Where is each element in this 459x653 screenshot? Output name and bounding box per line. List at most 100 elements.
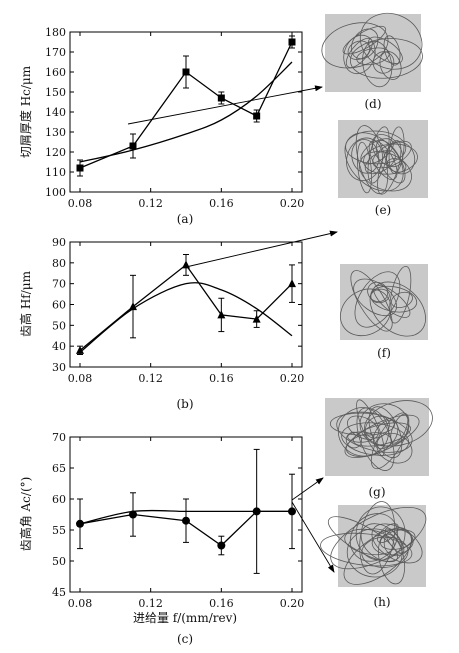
- data-point: [182, 260, 190, 269]
- data-point: [252, 314, 261, 323]
- chip-loop: [384, 527, 405, 554]
- y-tick-label: 150: [45, 86, 66, 99]
- chip-loop: [383, 35, 401, 66]
- panel-b-y-ticks: 30 40 50 60 70 80 90: [52, 236, 302, 374]
- chip-loop: [359, 12, 423, 70]
- chip-loop: [329, 412, 395, 436]
- chip-loop: [385, 141, 416, 175]
- x-tick-label: 0.08: [68, 597, 93, 610]
- panel-c-x-label: 进给量 f/(mm/rev): [133, 611, 237, 625]
- x-tick-label: 0.16: [209, 372, 234, 385]
- chip-loop: [388, 126, 405, 174]
- panel-a-y-label: 切屑厚度 Hc/μm: [18, 65, 33, 158]
- y-tick-label: 180: [45, 26, 66, 39]
- panel-a-chart: 100 110 120 130 140 150 160 170 180 0.08 0.12 0.16…: [18, 26, 304, 226]
- chip-loop: [360, 138, 394, 165]
- y-tick-label: 50: [52, 319, 66, 332]
- y-tick-label: 90: [52, 236, 66, 249]
- chip-loop: [344, 414, 420, 458]
- panel-a-x-ticks: 0.08 0.12 0.16 0.20: [68, 32, 305, 210]
- photo-g: (g): [325, 398, 433, 499]
- data-point: [217, 541, 226, 550]
- panel-b-x-ticks: 0.08 0.12 0.16 0.20: [68, 242, 305, 385]
- x-tick-label: 0.12: [138, 597, 163, 610]
- chip-loop: [368, 140, 398, 180]
- photo-e-label: (e): [375, 203, 391, 217]
- y-tick-label: 130: [45, 126, 66, 139]
- y-tick-label: 60: [52, 299, 66, 312]
- x-tick-label: 0.20: [280, 372, 305, 385]
- y-tick-label: 70: [52, 278, 66, 291]
- chip-loop: [359, 501, 396, 575]
- y-tick-label: 170: [45, 46, 66, 59]
- y-tick-label: 45: [52, 586, 66, 599]
- photo-d-chip-swirl: [321, 12, 423, 88]
- y-tick-label: 140: [45, 106, 66, 119]
- x-tick-label: 0.20: [280, 197, 305, 210]
- fit-curve: [79, 282, 293, 353]
- y-tick-label: 70: [52, 431, 66, 444]
- y-tick-label: 55: [52, 524, 66, 537]
- photo-h-label: (h): [373, 595, 390, 609]
- chip-loop: [353, 278, 397, 317]
- fit-curve: [79, 61, 293, 163]
- chip-loop: [379, 529, 416, 550]
- data-point: [182, 68, 190, 76]
- chip-loop: [370, 412, 410, 470]
- panel-a-marks: [76, 35, 296, 177]
- data-line: [79, 510, 292, 547]
- data-point: [76, 164, 84, 172]
- chip-loop: [391, 291, 413, 309]
- photo-f-chip-swirl: [340, 265, 426, 337]
- chip-loop: [376, 432, 413, 464]
- photo-d-label: (d): [364, 97, 381, 111]
- x-tick-label: 0.08: [68, 197, 93, 210]
- photo-f-label: (f): [377, 346, 391, 360]
- data-point: [217, 310, 226, 319]
- data-point: [182, 516, 190, 525]
- chip-loop: [320, 532, 413, 567]
- panel-c-chart: 45 50 55 60 65 70 0.08 0.12 0.16 0.20 齿高角 Ac/(°)…: [18, 431, 304, 646]
- x-tick-label: 0.08: [68, 372, 93, 385]
- photo-e-chip-swirl: [344, 125, 418, 195]
- arrow-to-photo-d: [127, 85, 323, 125]
- data-point: [288, 279, 296, 288]
- photo-h-chip-swirl: [320, 501, 427, 585]
- chip-loop: [371, 528, 414, 556]
- chip-loop: [373, 285, 411, 318]
- chip-loop: [346, 528, 403, 578]
- panel-b-chart: 30 40 50 60 70 80 90 0.08 0.12 0.16 0.20 齿高 Hf/μm…: [18, 236, 304, 411]
- panel-c-y-ticks: 45 50 55 60 65 70: [52, 431, 302, 599]
- chip-loop: [342, 25, 387, 55]
- data-point: [76, 345, 84, 354]
- photo-e: (e): [338, 120, 428, 217]
- panel-b-y-label: 齿高 Hf/μm: [18, 270, 33, 337]
- data-point: [129, 142, 137, 150]
- y-tick-label: 60: [52, 493, 66, 506]
- panel-c-marks: [76, 448, 296, 574]
- chip-loop: [370, 288, 390, 304]
- chip-loop: [356, 141, 372, 194]
- photo-g-label: (g): [368, 485, 385, 499]
- arrow-to-photo-e: [185, 230, 338, 268]
- data-point: [129, 302, 137, 311]
- y-tick-label: 40: [52, 340, 66, 353]
- chip-loop: [355, 506, 406, 561]
- chip-loop: [321, 22, 389, 69]
- y-tick-label: 30: [52, 361, 66, 374]
- x-tick-label: 0.16: [209, 597, 234, 610]
- data-point: [288, 507, 296, 516]
- data-point: [76, 519, 84, 528]
- chip-loop: [364, 150, 396, 175]
- panel-c-y-label: 齿高角 Ac/(°): [18, 477, 33, 552]
- data-point: [288, 38, 296, 46]
- chip-loop: [377, 523, 399, 544]
- data-line: [79, 263, 293, 351]
- chip-loop: [345, 431, 362, 449]
- chip-loop: [327, 516, 399, 563]
- data-point: [253, 112, 261, 120]
- y-tick-label: 110: [45, 166, 66, 179]
- x-tick-label: 0.16: [209, 197, 234, 210]
- y-tick-label: 100: [45, 186, 66, 199]
- panel-b-label: (b): [176, 397, 193, 411]
